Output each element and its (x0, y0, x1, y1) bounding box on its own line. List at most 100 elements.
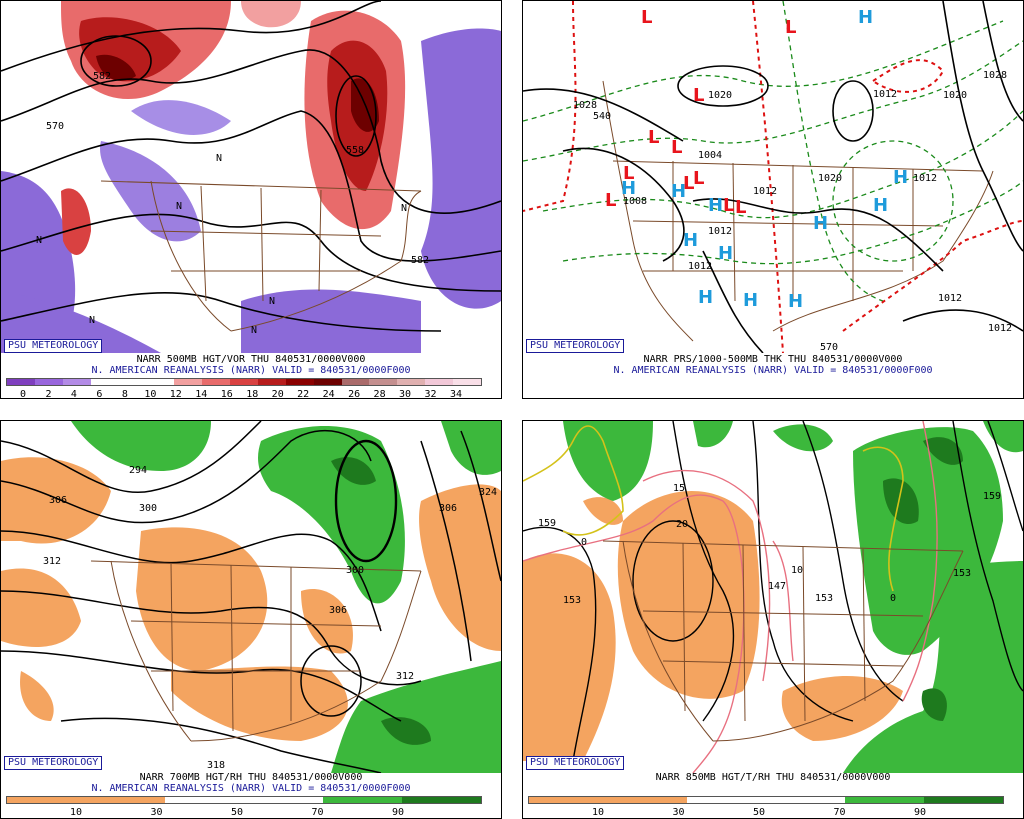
thickness-label: 540 (593, 111, 611, 122)
low-pressure-symbol: L (648, 127, 659, 148)
colorbar-label: 14 (195, 389, 208, 399)
colorbar-swatch (402, 797, 481, 803)
isobar-label: 1012 (938, 293, 962, 304)
vort-label: N (401, 203, 407, 214)
panel-pressure-thickness: 1028 1008 1004 1012 1012 1020 1012 1012 … (522, 0, 1024, 399)
colorbar-label: 34 (449, 389, 463, 399)
map-700mb: 294 300 306 312 306 300 306 318 312 324 (1, 421, 501, 773)
colorbar-label: 16 (220, 389, 233, 399)
colorbar-label: 26 (348, 389, 361, 399)
isobar-label: 1004 (698, 150, 722, 161)
isobar-label: 1020 (708, 90, 732, 101)
height-label: 159 (538, 518, 556, 529)
height-label: 300 (346, 565, 364, 576)
colorbar-label: 0 (19, 389, 27, 399)
colorbar-swatch (313, 379, 342, 385)
colorbar-swatch (118, 379, 147, 385)
isobar-label: 1008 (623, 196, 647, 207)
low-pressure-symbol: L (683, 173, 694, 194)
high-pressure-symbol: H (873, 195, 888, 216)
colorbar-label: 30 (399, 389, 412, 399)
isobar-label: 1012 (988, 323, 1012, 334)
colorbar-swatch (529, 797, 608, 803)
colorbar-labels: 10 30 50 70 90 (523, 807, 1023, 818)
colorbar-label: 32 (424, 389, 437, 399)
colorbar-label: 30 (672, 807, 685, 818)
colorbar-swatch (86, 797, 165, 803)
colorbar-swatch (453, 379, 481, 385)
low-pressure-symbol: L (623, 163, 634, 184)
colorbar-label: 20 (271, 389, 284, 399)
thickness-label: 570 (820, 342, 838, 353)
high-pressure-symbol: H (671, 181, 686, 202)
colorbar-swatch (34, 379, 63, 385)
vort-label: N (89, 315, 95, 326)
height-label: 312 (43, 556, 61, 567)
colorbar-label: 22 (297, 389, 310, 399)
height-label: 153 (815, 593, 833, 604)
isobar-label: 1028 (573, 100, 597, 111)
colorbar-label: 6 (96, 389, 103, 399)
low-pressure-symbol: L (785, 17, 796, 38)
colorbar-swatch (397, 379, 426, 385)
colorbar-swatch (369, 379, 398, 385)
temp-label: 0 (890, 593, 896, 604)
isobar-label: 1012 (708, 226, 732, 237)
isobar-label: 1020 (818, 173, 842, 184)
height-label: 159 (983, 491, 1001, 502)
colorbar-swatch (257, 379, 286, 385)
map-pressure-thickness: 1028 1008 1004 1012 1012 1020 1012 1012 … (523, 1, 1023, 353)
colorbar-label: 30 (150, 807, 163, 818)
vorticity-colorbar (6, 378, 482, 386)
high-pressure-symbol: H (788, 291, 803, 312)
colorbar-swatch (146, 379, 175, 385)
map-850mb: 159 153 153 147 153 159 20 10 0 0 15 (523, 421, 1023, 773)
colorbar-labels: 0 2 4 6 8 10 12 14 16 18 20 22 24 26 28 30 32 34 (1, 389, 501, 399)
vort-label: N (36, 235, 42, 246)
low-pressure-symbol: L (641, 7, 652, 28)
height-label: 306 (49, 495, 67, 506)
low-pressure-symbol: L (723, 195, 734, 216)
height-label: 558 (346, 145, 364, 156)
colorbar-labels: 10 30 50 70 90 (1, 807, 501, 818)
high-pressure-symbol: H (683, 230, 698, 251)
height-label: 582 (411, 255, 429, 266)
temp-label: 20 (676, 519, 688, 530)
panel-850mb-temp-rh: 159 153 153 147 153 159 20 10 0 0 15 PSU… (522, 420, 1024, 819)
low-pressure-symbol: L (735, 197, 746, 218)
colorbar-label: 28 (373, 389, 386, 399)
colorbar-swatch (174, 379, 203, 385)
colorbar-label: 70 (833, 807, 846, 818)
product-title: NARR 500MB HGT/VOR THU 840531/0000V000 (136, 354, 366, 365)
colorbar-swatch (285, 379, 314, 385)
high-pressure-symbol: H (893, 167, 908, 188)
high-pressure-symbol: H (813, 213, 828, 234)
dataset-valid-line: N. AMERICAN REANALYSIS (NARR) VALID = 84… (613, 365, 933, 376)
product-title: NARR 700MB HGT/RH THU 840531/0000V000 (139, 772, 363, 783)
colorbar-swatch (244, 797, 323, 803)
height-label: 153 (563, 595, 581, 606)
height-label: 294 (129, 465, 147, 476)
height-label: 147 (768, 581, 786, 592)
colorbar-label: 50 (752, 807, 766, 818)
psu-meteorology-label: PSU METEOROLOGY (4, 339, 103, 353)
colorbar-label: 10 (144, 389, 157, 399)
colorbar-swatch (687, 797, 766, 803)
high-pressure-symbol: H (858, 7, 873, 28)
high-pressure-symbol: H (708, 195, 723, 216)
isobar-label: 1020 (943, 90, 967, 101)
colorbar-swatch (766, 797, 845, 803)
high-pressure-symbol: H (718, 243, 733, 264)
height-label: 153 (953, 568, 971, 579)
colorbar-swatch (608, 797, 687, 803)
vort-label: N (251, 325, 257, 336)
colorbar-label: 90 (913, 807, 927, 818)
colorbar-label: 12 (169, 389, 182, 399)
high-pressure-symbol: H (621, 178, 636, 199)
temp-label: 0 (581, 537, 587, 548)
colorbar-label: 50 (230, 807, 244, 818)
colorbar-swatch (7, 379, 35, 385)
colorbar-swatch (924, 797, 1003, 803)
isobar-label: 1012 (688, 261, 712, 272)
high-pressure-symbol: H (743, 290, 758, 311)
